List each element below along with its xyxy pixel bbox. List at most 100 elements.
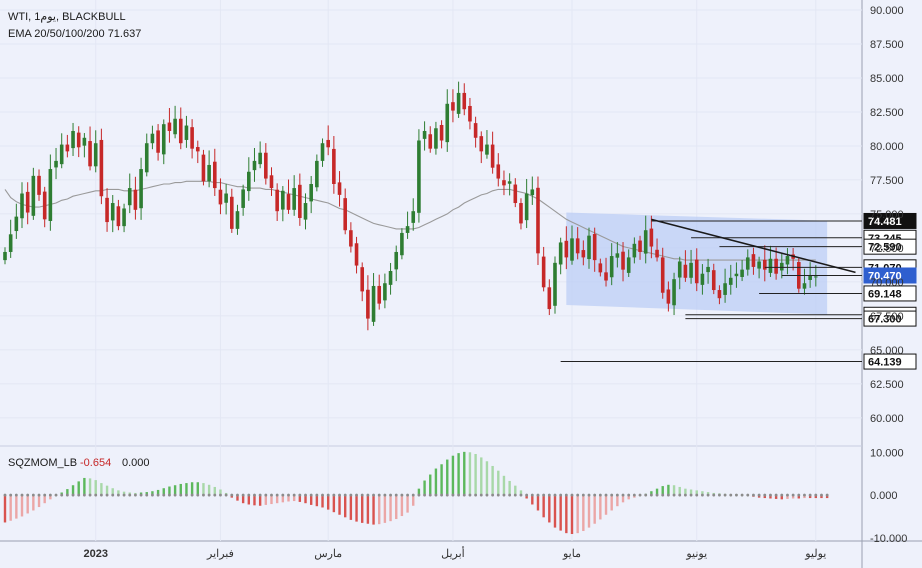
candle-body[interactable]: [275, 189, 279, 212]
candle-body[interactable]: [496, 164, 501, 179]
candle-body[interactable]: [814, 276, 818, 278]
candle-body[interactable]: [479, 136, 484, 152]
candle-body[interactable]: [139, 169, 143, 209]
candle-body[interactable]: [8, 234, 13, 252]
candle-body[interactable]: [728, 277, 733, 285]
candle-body[interactable]: [621, 251, 625, 270]
candle-body[interactable]: [315, 160, 319, 188]
candle-body[interactable]: [31, 175, 36, 216]
candle-body[interactable]: [212, 161, 217, 189]
level-tag[interactable]: 64.139: [863, 353, 917, 370]
candle-body[interactable]: [451, 102, 455, 111]
candle-body[interactable]: [207, 164, 211, 182]
candle-body[interactable]: [405, 226, 410, 233]
candle-body[interactable]: [417, 140, 421, 213]
candle-body[interactable]: [519, 203, 523, 224]
candle-body[interactable]: [269, 175, 274, 189]
candle-body[interactable]: [292, 188, 296, 210]
candle-body[interactable]: [666, 289, 671, 304]
trendline[interactable]: [651, 218, 856, 274]
candle-body[interactable]: [377, 285, 382, 304]
level-tag[interactable]: 70.470: [863, 267, 917, 284]
candle-body[interactable]: [462, 92, 467, 110]
candle-body[interactable]: [195, 147, 200, 152]
candle-body[interactable]: [48, 169, 53, 221]
candle-body[interactable]: [808, 275, 812, 280]
candle-body[interactable]: [167, 122, 172, 131]
candle-body[interactable]: [632, 243, 637, 258]
candle-body[interactable]: [570, 238, 574, 261]
candle-body[interactable]: [655, 249, 659, 258]
candle-body[interactable]: [717, 290, 722, 299]
candle-body[interactable]: [723, 283, 727, 295]
candle-body[interactable]: [547, 287, 552, 310]
candles[interactable]: [3, 81, 818, 331]
candle-body[interactable]: [513, 184, 518, 204]
candle-body[interactable]: [581, 250, 586, 258]
candle-body[interactable]: [309, 184, 313, 202]
candle-body[interactable]: [626, 257, 631, 273]
candle-body[interactable]: [439, 125, 444, 141]
candle-body[interactable]: [672, 279, 676, 306]
candle-body[interactable]: [711, 270, 716, 291]
candle-body[interactable]: [785, 256, 790, 265]
candle-body[interactable]: [264, 152, 268, 179]
candle-body[interactable]: [507, 181, 512, 184]
candle-body[interactable]: [54, 160, 58, 168]
candle-body[interactable]: [422, 130, 427, 139]
candle-body[interactable]: [524, 193, 529, 221]
candle-body[interactable]: [366, 289, 370, 319]
candle-body[interactable]: [411, 211, 416, 223]
candle-body[interactable]: [615, 253, 620, 258]
candle-body[interactable]: [598, 263, 603, 273]
candle-body[interactable]: [541, 256, 546, 288]
candle-body[interactable]: [281, 190, 285, 210]
candle-body[interactable]: [184, 125, 189, 140]
candle-body[interactable]: [241, 189, 245, 208]
candle-body[interactable]: [683, 264, 688, 278]
candle-body[interactable]: [258, 152, 262, 165]
candle-body[interactable]: [110, 203, 115, 221]
candle-body[interactable]: [400, 232, 404, 256]
candle-body[interactable]: [774, 258, 778, 274]
candle-body[interactable]: [762, 259, 767, 270]
candle-body[interactable]: [360, 267, 365, 292]
price-levels[interactable]: 74.48173.24572.59071.07070.47069.14867.5…: [560, 212, 917, 370]
candle-body[interactable]: [558, 242, 563, 265]
candle-body[interactable]: [161, 124, 166, 155]
candle-body[interactable]: [298, 184, 302, 218]
candle-body[interactable]: [82, 137, 87, 146]
candle-body[interactable]: [371, 285, 376, 322]
candle-body[interactable]: [127, 188, 132, 206]
candle-body[interactable]: [230, 196, 234, 229]
candle-body[interactable]: [456, 92, 461, 114]
candle-body[interactable]: [706, 266, 710, 273]
level-tag[interactable]: 72.590: [863, 238, 917, 255]
candle-body[interactable]: [485, 144, 489, 155]
candle-body[interactable]: [490, 144, 495, 168]
candle-body[interactable]: [604, 272, 608, 281]
candle-body[interactable]: [326, 139, 330, 148]
candle-body[interactable]: [575, 238, 580, 254]
candle-body[interactable]: [252, 160, 257, 171]
candle-body[interactable]: [468, 105, 472, 122]
candle-body[interactable]: [779, 262, 784, 271]
level-tag[interactable]: 67.300: [863, 310, 917, 327]
candle-body[interactable]: [76, 132, 81, 148]
price-axis[interactable]: 90.000 87.500 85.000 82.500 80.000 77.500 75.0…: [870, 5, 907, 545]
candle-body[interactable]: [349, 230, 353, 247]
candle-body[interactable]: [689, 262, 693, 278]
candle-body[interactable]: [144, 143, 149, 173]
candle-body[interactable]: [286, 194, 291, 210]
candle-body[interactable]: [354, 243, 359, 266]
candle-body[interactable]: [530, 189, 535, 196]
candle-body[interactable]: [116, 206, 121, 227]
candle-body[interactable]: [332, 148, 336, 184]
level-tag[interactable]: 69.148: [863, 285, 917, 302]
candle-body[interactable]: [218, 189, 223, 205]
candle-body[interactable]: [751, 254, 756, 267]
candle-body[interactable]: [502, 180, 506, 186]
candle-body[interactable]: [428, 134, 433, 149]
candle-body[interactable]: [660, 257, 665, 293]
candle-body[interactable]: [700, 273, 705, 285]
